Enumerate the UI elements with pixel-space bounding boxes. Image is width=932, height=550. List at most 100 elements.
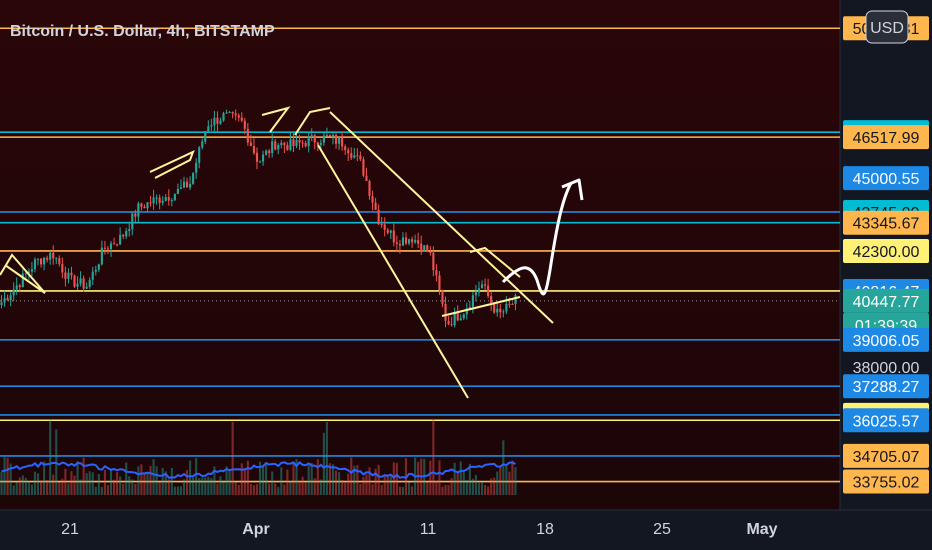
candle-body-47	[143, 206, 146, 209]
volume-bar-150	[456, 472, 459, 495]
volume-bar-155	[471, 478, 474, 495]
candle-body-83	[252, 146, 256, 153]
volume-bar-148	[450, 478, 453, 495]
candle-body-22	[67, 272, 70, 279]
volume-bar-31	[94, 486, 97, 495]
candle-body-145	[441, 290, 444, 304]
volume-bar-69	[210, 478, 213, 495]
candle-body-25	[76, 283, 79, 287]
candle-body-107	[325, 135, 328, 137]
volume-bar-51	[155, 466, 158, 495]
volume-bar-106	[322, 432, 325, 495]
volume-bar-124	[377, 464, 380, 495]
volume-bar-96	[292, 463, 295, 495]
volume-bar-59	[179, 486, 183, 495]
volume-bar-2	[6, 457, 9, 495]
price-label-10: 39006.05	[843, 327, 929, 352]
candle-body-101	[307, 137, 310, 147]
candle-body-62	[189, 183, 192, 188]
volume-bar-67	[204, 477, 207, 495]
candle-body-88	[268, 150, 271, 154]
currency-badge[interactable]: USD	[865, 10, 909, 44]
candle-body-66	[201, 141, 204, 148]
candle-body-156	[474, 292, 478, 296]
volume-bar-80	[243, 469, 246, 495]
drawings	[0, 106, 584, 399]
volume-bar-24	[73, 475, 76, 495]
volume-bar-103	[313, 478, 316, 495]
volume-bar-62	[189, 460, 192, 495]
candle-body-108	[328, 135, 332, 137]
candle-body-98	[298, 140, 301, 143]
volume-bar-111	[338, 472, 341, 495]
volume-bar-17	[52, 474, 55, 495]
candle-body-135	[411, 239, 414, 243]
candle-body-71	[216, 117, 219, 124]
volume-bar-28	[85, 473, 88, 495]
price-label-5: 43345.67	[843, 210, 929, 235]
candle-body-1	[3, 298, 6, 303]
candle-body-142	[432, 252, 435, 271]
volume-bar-43	[131, 479, 134, 495]
volume-bar-14	[43, 461, 46, 495]
volume-bar-86	[261, 466, 265, 495]
volume-bar-38	[116, 472, 119, 495]
candle-body-86	[261, 154, 265, 162]
volume-bar-37	[112, 479, 116, 495]
candle-body-39	[119, 234, 122, 245]
candle-body-74	[225, 112, 228, 114]
candle-body-36	[109, 243, 113, 250]
volume-bar-8	[24, 477, 27, 495]
volume-bar-90	[274, 483, 277, 495]
candle-body-111	[338, 137, 341, 144]
volume-bar-94	[286, 469, 289, 495]
drawing-line-2	[261, 106, 291, 133]
candle-body-64	[195, 162, 198, 173]
candle-body-122	[371, 195, 374, 203]
candle-body-13	[39, 258, 43, 265]
volume-bar-152	[462, 471, 465, 495]
candle-body-132	[401, 237, 405, 246]
volume-bar-116	[353, 465, 356, 495]
candle-body-162	[493, 303, 496, 313]
drawing-line-4	[329, 111, 554, 324]
candle-body-160	[487, 285, 490, 297]
volume-bar-118	[359, 483, 362, 495]
candle-body-79	[240, 117, 243, 121]
volume-bar-68	[207, 476, 210, 495]
candle-body-87	[265, 150, 268, 155]
candle-body-152	[462, 314, 465, 319]
candle-body-49	[149, 202, 152, 204]
volume-bar-47	[143, 473, 146, 495]
volume-bar-35	[106, 485, 110, 495]
volume-bar-95	[289, 481, 292, 495]
candle-body-84	[255, 152, 259, 162]
volume-bar-7	[21, 475, 24, 495]
volume-bar-4	[12, 485, 15, 495]
candle-body-45	[137, 203, 140, 217]
candle-body-0	[0, 302, 3, 306]
volume-bar-162	[493, 477, 496, 495]
candle-body-116	[353, 155, 356, 158]
volume-bar-127	[386, 474, 389, 495]
volume-bar-112	[341, 479, 344, 495]
candle-body-106	[322, 135, 325, 143]
candle-body-56	[170, 200, 173, 202]
price-label-6: 42300.00	[843, 238, 929, 263]
candle-body-57	[173, 194, 176, 201]
volume-bar-167	[508, 471, 511, 495]
candle-body-2	[6, 298, 9, 301]
projection-arrow-head	[561, 178, 584, 201]
volume-bar-10	[30, 484, 33, 495]
drawing-line-1	[149, 150, 195, 179]
price-label-text-8: 40447.77	[853, 294, 920, 311]
volume-bar-42	[128, 476, 131, 495]
volume-bar-166	[505, 465, 508, 495]
volume-bar-79	[240, 463, 243, 495]
volume-bar-137	[417, 461, 420, 495]
candle-body-63	[192, 172, 195, 184]
candle-body-95	[289, 139, 292, 150]
candle-body-130	[395, 242, 398, 245]
candle-body-147	[447, 320, 450, 325]
